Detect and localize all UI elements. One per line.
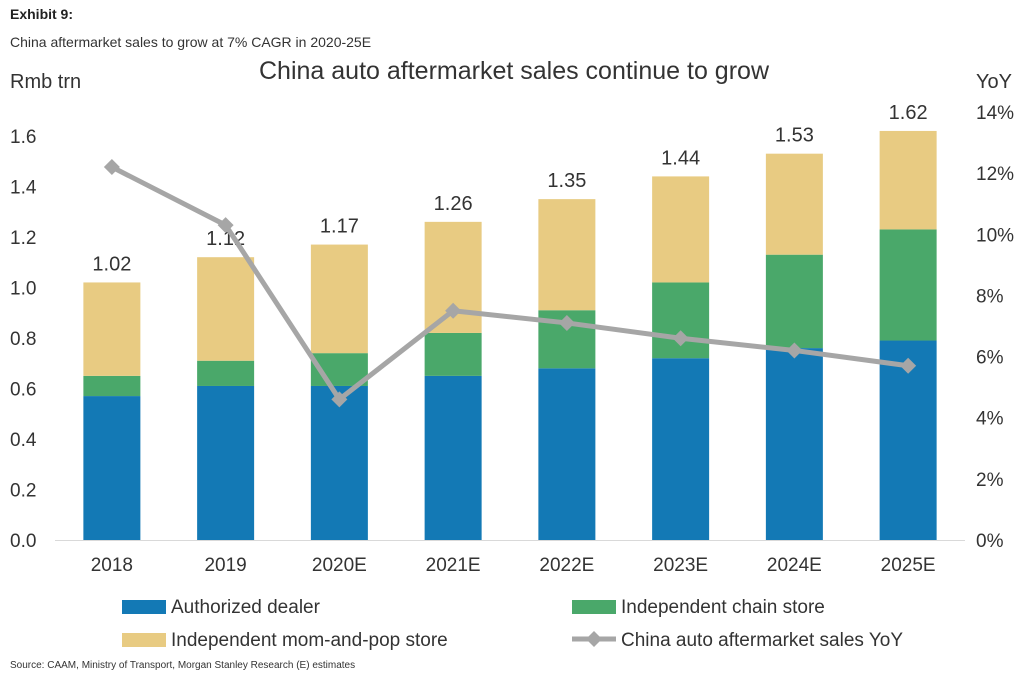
y-tick-label: 1.0	[10, 279, 36, 300]
yoy-point	[672, 330, 689, 347]
x-tick-label: 2024E	[767, 555, 822, 576]
bar-authorized	[765, 348, 823, 540]
chart-title: China auto aftermarket sales continue to…	[259, 57, 770, 85]
y-tick-label: 0.6	[10, 380, 36, 401]
yoy-point	[217, 217, 234, 234]
bar-mompop	[83, 282, 141, 376]
bar-total-label: 1.12	[206, 228, 245, 250]
yoy-point	[786, 342, 803, 359]
y-tick-label: 0.8	[10, 329, 36, 350]
legend-swatch-marker	[586, 631, 602, 647]
y-tick-label: 0.4	[10, 430, 37, 451]
yoy-point	[331, 391, 348, 408]
y2-axis-title: YoY	[976, 71, 1012, 93]
bar-total-label: 1.62	[889, 102, 928, 124]
y2-tick-label: 12%	[976, 164, 1014, 185]
bar-authorized	[652, 358, 710, 540]
y-axis-title: Rmb trn	[10, 71, 81, 93]
yoy-point	[445, 302, 462, 319]
y2-tick-label: 0%	[976, 531, 1004, 552]
x-tick-label: 2022E	[539, 555, 594, 576]
bar-chain	[879, 229, 937, 341]
bar-total-label: 1.44	[661, 147, 700, 169]
legend-swatch	[122, 600, 166, 614]
x-tick-label: 2020E	[312, 555, 367, 576]
bar-mompop	[879, 130, 937, 230]
y-tick-label: 1.2	[10, 228, 36, 249]
y-tick-label: 0.0	[10, 531, 36, 552]
bar-total-label: 1.02	[92, 253, 131, 275]
y2-tick-label: 8%	[976, 286, 1004, 307]
bar-chain	[424, 332, 482, 376]
legend-label: Independent chain store	[621, 597, 825, 618]
y2-tick-label: 6%	[976, 348, 1004, 369]
x-tick-label: 2018	[91, 555, 133, 576]
y2-tick-label: 14%	[976, 103, 1014, 124]
source-note: Source: CAAM, Ministry of Transport, Mor…	[10, 660, 356, 671]
legend-swatch	[122, 633, 166, 647]
yoy-point	[558, 314, 575, 331]
legend-label: Authorized dealer	[171, 597, 321, 618]
yoy-point	[103, 159, 120, 176]
bar-authorized	[197, 385, 255, 540]
y2-tick-label: 4%	[976, 409, 1004, 430]
bar-authorized	[424, 375, 482, 540]
y2-tick-label: 2%	[976, 470, 1004, 491]
exhibit-subtitle: China aftermarket sales to grow at 7% CA…	[10, 34, 372, 50]
bar-authorized	[879, 340, 937, 540]
x-tick-label: 2019	[204, 555, 246, 576]
y-tick-label: 1.4	[10, 178, 37, 199]
bar-mompop	[310, 244, 368, 354]
bar-total-label: 1.35	[547, 170, 586, 192]
bar-total-label: 1.53	[775, 125, 814, 147]
bar-mompop	[538, 199, 596, 311]
bar-chain	[83, 375, 141, 397]
bar-authorized	[83, 396, 141, 540]
bar-chain	[765, 254, 823, 349]
legend-label: China auto aftermarket sales YoY	[621, 630, 903, 651]
chart: China auto aftermarket sales continue to…	[10, 57, 1014, 651]
bar-total-label: 1.26	[434, 193, 473, 215]
bar-mompop	[197, 257, 255, 361]
yoy-point	[900, 357, 917, 374]
y2-tick-label: 10%	[976, 225, 1014, 246]
y-tick-label: 1.6	[10, 127, 36, 148]
legend-swatch	[572, 600, 616, 614]
bar-total-label: 1.17	[320, 216, 359, 238]
legend-label: Independent mom-and-pop store	[171, 630, 448, 651]
bar-mompop	[652, 176, 710, 283]
bar-authorized	[538, 368, 596, 540]
bar-mompop	[765, 153, 823, 255]
bar-chain	[197, 360, 255, 386]
yoy-line	[110, 164, 909, 402]
x-tick-label: 2025E	[881, 555, 936, 576]
exhibit-label: Exhibit 9:	[10, 6, 74, 22]
bar-authorized	[310, 385, 368, 540]
y-tick-label: 0.2	[10, 481, 36, 502]
x-tick-label: 2023E	[653, 555, 708, 576]
x-tick-label: 2021E	[426, 555, 481, 576]
bar-chain	[652, 282, 710, 359]
